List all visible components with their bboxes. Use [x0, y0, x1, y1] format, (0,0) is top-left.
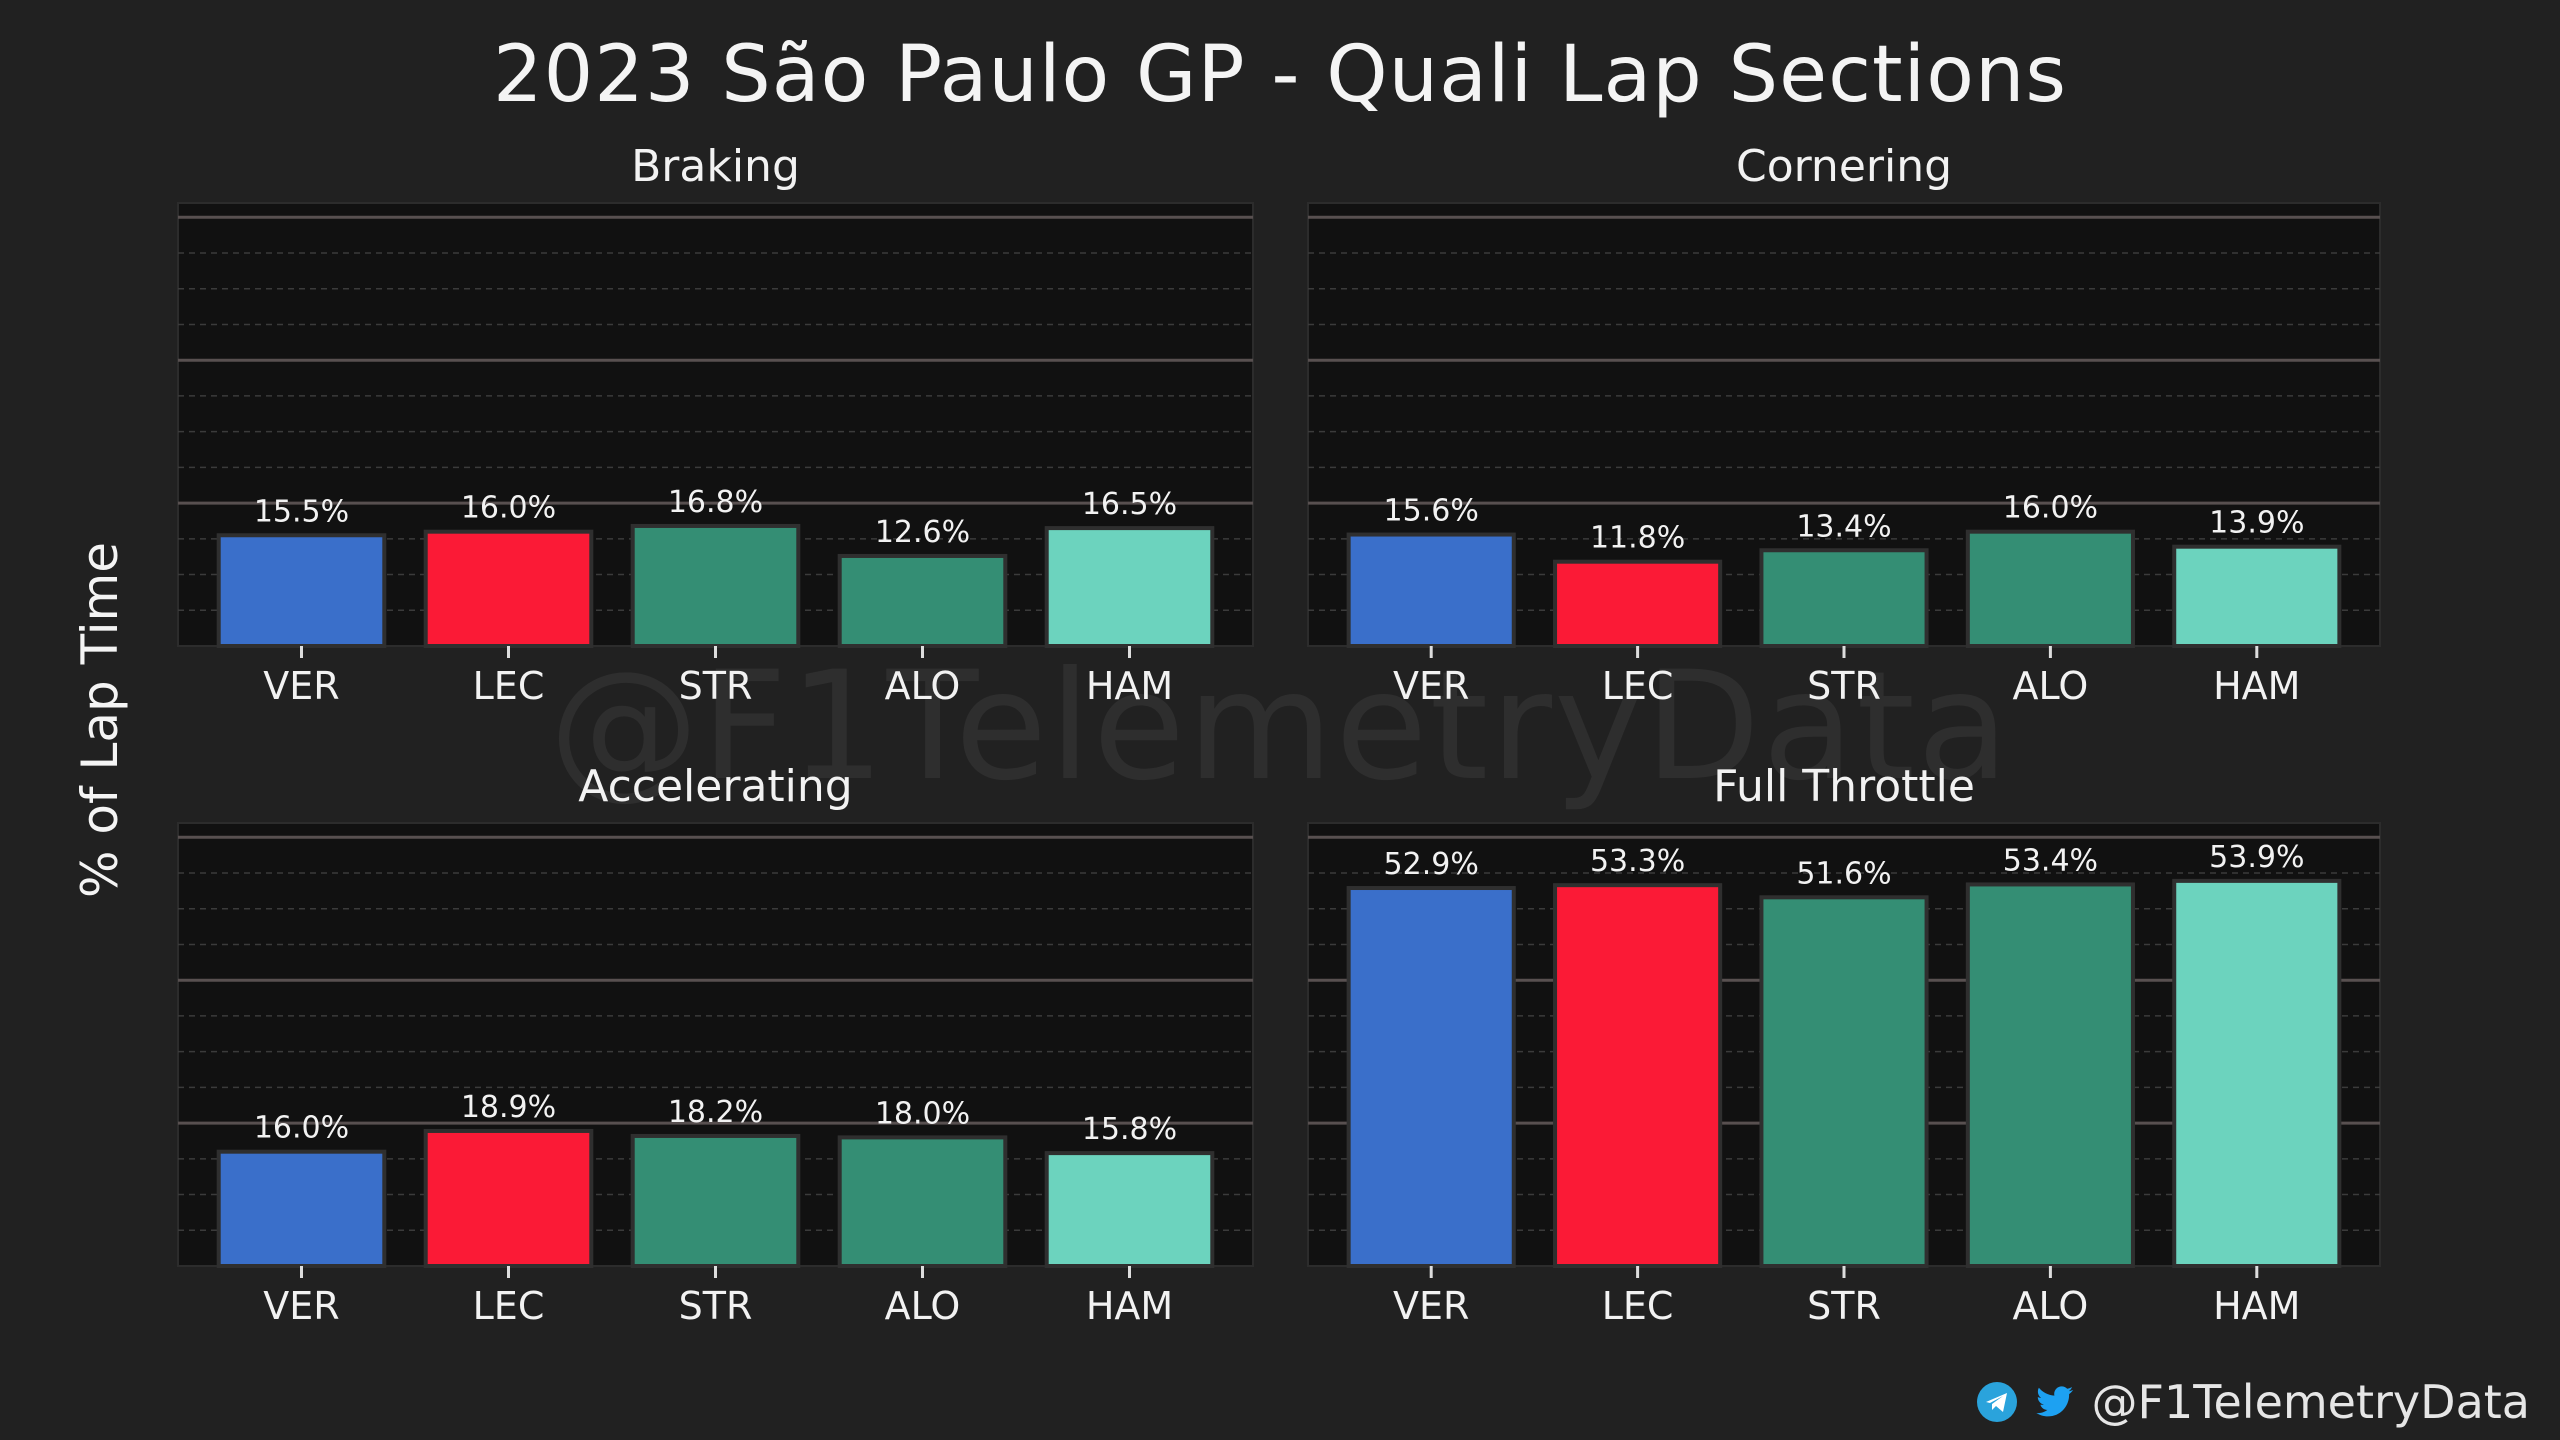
panel-1: Cornering 15.6% VER 11.8% LEC 13.4% STR 16.0% AL… — [1307, 141, 2381, 708]
bar-str — [630, 523, 801, 649]
x-tick-label: ALO — [2013, 664, 2089, 708]
bar-alo — [1965, 882, 2135, 1268]
bar-str — [630, 1133, 801, 1268]
bar-ham — [1044, 1151, 1215, 1268]
bar-alo — [1965, 529, 2135, 649]
x-tick-label: VER — [1393, 664, 1469, 708]
panel-title: Accelerating — [578, 761, 852, 812]
bar-ver — [1346, 886, 1516, 1269]
bar-ver — [216, 533, 387, 648]
panel-0: Braking 15.5% VER 16.0% LEC 16.8% STR 12.6% ALO 1… — [177, 141, 1254, 708]
x-tick-label: STR — [679, 664, 753, 708]
bar-alo — [837, 1135, 1008, 1268]
data-label: 16.0% — [461, 491, 556, 526]
x-tick-label: VER — [263, 664, 339, 708]
data-label: 51.6% — [1796, 856, 1891, 891]
x-tick-label: HAM — [2213, 664, 2300, 708]
panel-title: Full Throttle — [1713, 761, 1975, 812]
panel-2: Accelerating 16.0% VER 18.9% LEC 18.2% STR 18.0… — [177, 761, 1254, 1328]
bar-str — [1759, 895, 1929, 1268]
data-label: 53.4% — [2003, 843, 2098, 878]
data-label: 11.8% — [1590, 521, 1685, 556]
x-tick-label: ALO — [885, 664, 961, 708]
bar-lec — [1553, 883, 1723, 1268]
x-tick-label: HAM — [1086, 1284, 1173, 1328]
chart-title: 2023 São Paulo GP - Quali Lap Sections — [492, 30, 2068, 120]
data-label: 52.9% — [1384, 847, 1479, 882]
data-label: 15.8% — [1082, 1112, 1177, 1147]
data-label: 16.5% — [1082, 487, 1177, 522]
bar-ham — [2172, 878, 2342, 1268]
bar-lec — [423, 529, 594, 649]
x-tick-label: LEC — [1602, 1284, 1674, 1328]
x-tick-label: VER — [263, 1284, 339, 1328]
footer-handle: @F1TelemetryData — [2091, 1375, 2530, 1429]
data-label: 13.9% — [2209, 506, 2304, 541]
x-tick-label: LEC — [1602, 664, 1674, 708]
data-label: 15.6% — [1384, 494, 1479, 529]
data-label: 53.9% — [2209, 840, 2304, 875]
data-label: 13.4% — [1796, 509, 1891, 544]
data-label: 15.5% — [254, 494, 349, 529]
bar-ham — [1044, 526, 1215, 649]
panel-title: Cornering — [1736, 141, 1952, 192]
bar-alo — [837, 553, 1008, 648]
panel-3: Full Throttle 52.9% VER 53.3% LEC 51.6% STR 53.… — [1307, 761, 2381, 1328]
x-tick-label: LEC — [473, 1284, 545, 1328]
x-tick-label: HAM — [2213, 1284, 2300, 1328]
x-tick-label: VER — [1393, 1284, 1469, 1328]
bar-ver — [216, 1149, 387, 1268]
data-label: 12.6% — [875, 515, 970, 550]
x-tick-label: HAM — [1086, 664, 1173, 708]
telegram-icon — [1977, 1382, 2018, 1422]
data-label: 18.9% — [461, 1090, 556, 1125]
data-label: 53.3% — [1590, 844, 1685, 879]
footer-credit: @F1TelemetryData — [1975, 1374, 2530, 1430]
x-tick-label: ALO — [885, 1284, 961, 1328]
data-label: 18.0% — [875, 1096, 970, 1131]
data-label: 16.0% — [254, 1111, 349, 1146]
data-label: 16.0% — [2003, 491, 2098, 526]
data-label: 18.2% — [668, 1095, 763, 1130]
bar-lec — [1553, 559, 1723, 648]
bar-lec — [423, 1128, 594, 1268]
data-label: 16.8% — [668, 485, 763, 520]
panel-title: Braking — [631, 141, 800, 192]
bar-str — [1759, 548, 1929, 648]
x-tick-label: STR — [1807, 1284, 1881, 1328]
x-tick-label: ALO — [2013, 1284, 2089, 1328]
x-tick-label: STR — [679, 1284, 753, 1328]
twitter-icon — [2036, 1386, 2074, 1417]
bar-ver — [1346, 532, 1516, 648]
bar-ham — [2172, 544, 2342, 648]
x-tick-label: STR — [1807, 664, 1881, 708]
x-tick-label: LEC — [473, 664, 545, 708]
